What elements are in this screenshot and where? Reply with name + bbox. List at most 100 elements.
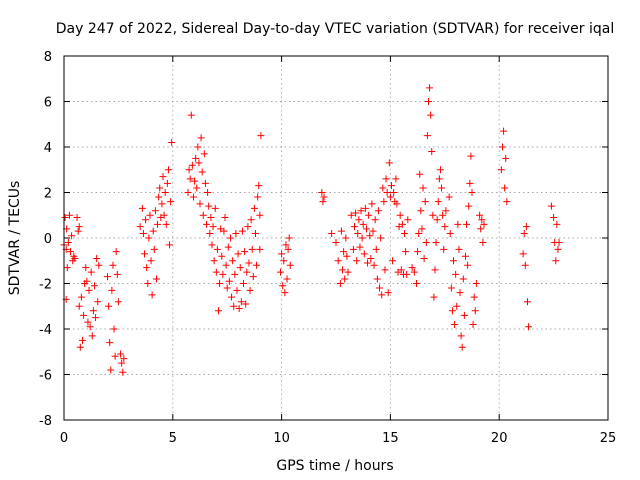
y-tick-label: -4	[39, 323, 52, 338]
data-point	[186, 175, 194, 183]
data-point	[382, 175, 390, 183]
data-point	[71, 254, 79, 262]
data-point	[501, 184, 509, 192]
data-point	[63, 264, 71, 272]
data-point	[83, 277, 91, 285]
x-tick-label: 25	[600, 431, 617, 446]
data-point	[463, 220, 471, 228]
data-point	[414, 248, 422, 256]
data-point	[429, 211, 437, 219]
data-point	[64, 239, 72, 247]
data-point	[447, 284, 455, 292]
data-point	[213, 245, 221, 253]
data-point	[552, 257, 560, 265]
data-point	[371, 216, 379, 224]
data-point	[438, 184, 446, 192]
data-point	[193, 184, 201, 192]
data-point	[194, 143, 202, 151]
data-point	[82, 264, 90, 272]
data-point	[359, 220, 367, 228]
y-tick-label: 4	[44, 141, 52, 156]
data-point	[120, 355, 128, 363]
data-point	[251, 229, 259, 237]
data-point	[458, 343, 466, 351]
data-point	[155, 193, 163, 201]
data-point	[85, 286, 93, 294]
data-point	[342, 234, 350, 242]
data-point	[332, 239, 340, 247]
data-point	[383, 189, 391, 196]
data-point	[365, 211, 373, 219]
y-tick-label: -8	[39, 414, 52, 429]
data-point	[280, 257, 288, 265]
data-point	[376, 284, 384, 292]
axis-ticks	[63, 55, 609, 421]
data-point	[245, 259, 253, 267]
data-point	[416, 170, 424, 178]
data-point	[413, 280, 421, 287]
x-tick-label: 20	[491, 431, 508, 446]
data-point	[205, 202, 213, 210]
data-point	[229, 257, 237, 265]
data-point	[519, 250, 527, 258]
data-point	[380, 198, 388, 206]
data-point	[520, 229, 528, 237]
data-point	[456, 289, 464, 297]
data-point	[408, 264, 416, 272]
y-tick-label: 6	[44, 96, 52, 111]
data-point	[448, 307, 456, 315]
data-point	[385, 159, 393, 167]
data-point	[237, 298, 245, 306]
data-point	[423, 132, 431, 140]
data-point	[104, 273, 112, 281]
data-point	[107, 366, 115, 374]
data-point	[402, 248, 410, 256]
data-point	[433, 216, 441, 224]
data-point	[422, 239, 430, 247]
data-point	[151, 207, 159, 215]
data-point	[250, 204, 258, 212]
data-point	[283, 275, 291, 283]
axis-tick-labels: 0 5 10 15 20 25 -8 -6 -4 -2 0 2 4 6 8	[39, 50, 616, 446]
data-point	[343, 252, 351, 260]
data-point	[480, 220, 488, 228]
data-point	[432, 239, 440, 247]
data-point	[477, 225, 485, 233]
data-point	[152, 275, 160, 283]
data-point	[90, 282, 98, 290]
data-point	[149, 227, 157, 235]
data-point	[68, 232, 76, 240]
data-point	[142, 216, 150, 224]
data-point	[223, 284, 231, 292]
data-point	[226, 234, 234, 242]
grid	[64, 56, 608, 420]
chart-title: Day 247 of 2022, Sidereal Day-to-day VTE…	[56, 21, 614, 37]
data-point	[168, 138, 176, 146]
data-point	[470, 293, 478, 301]
data-point	[78, 336, 86, 344]
data-point	[197, 134, 205, 142]
data-point	[80, 311, 88, 319]
data-point	[467, 152, 475, 160]
data-point	[253, 261, 261, 269]
data-point	[398, 220, 406, 228]
data-point	[349, 245, 357, 253]
x-tick-label: 15	[382, 431, 399, 446]
data-point	[328, 229, 336, 237]
data-point	[434, 198, 442, 206]
data-point	[65, 211, 73, 219]
data-point	[148, 291, 156, 299]
data-point	[94, 298, 102, 306]
data-point	[228, 293, 236, 301]
data-point	[452, 270, 460, 278]
data-point	[77, 293, 85, 301]
data-point	[105, 302, 113, 310]
data-point	[214, 307, 222, 315]
data-point	[222, 261, 230, 269]
data-point	[191, 177, 199, 185]
data-point	[352, 209, 360, 217]
data-point	[386, 193, 394, 201]
data-point	[219, 270, 227, 278]
data-point	[464, 261, 472, 269]
data-point	[286, 261, 294, 269]
